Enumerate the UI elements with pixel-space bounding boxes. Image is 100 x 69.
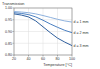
grid-line	[57, 8, 58, 55]
series-group	[14, 12, 72, 46]
chart: 0.80 0.85 0.90 0.95 1.00 20 40 60 80 100 d = 1 mm d…	[0, 0, 100, 69]
tick-label: 1.00	[5, 6, 12, 10]
series-line	[14, 14, 72, 46]
legend-label: d = 2 mm	[74, 31, 89, 35]
tick-label: 0.90	[5, 30, 12, 34]
legend-label: d = 1 mm	[74, 20, 89, 24]
tick-label: 80	[56, 57, 60, 61]
tick-label: 0.80	[5, 53, 12, 57]
frame	[14, 8, 72, 55]
tick-label: 20	[12, 57, 16, 61]
tick-label: 0.95	[5, 18, 12, 22]
tick-label: 40	[27, 57, 31, 61]
tick-label: 60	[41, 57, 45, 61]
x-label: Temperature [°C]	[43, 63, 72, 67]
y-title: Transmission	[2, 2, 24, 6]
tick-label: 0.85	[5, 42, 12, 46]
tick-label: 100	[69, 57, 75, 61]
legend-label: d = 3 mm	[74, 44, 89, 48]
